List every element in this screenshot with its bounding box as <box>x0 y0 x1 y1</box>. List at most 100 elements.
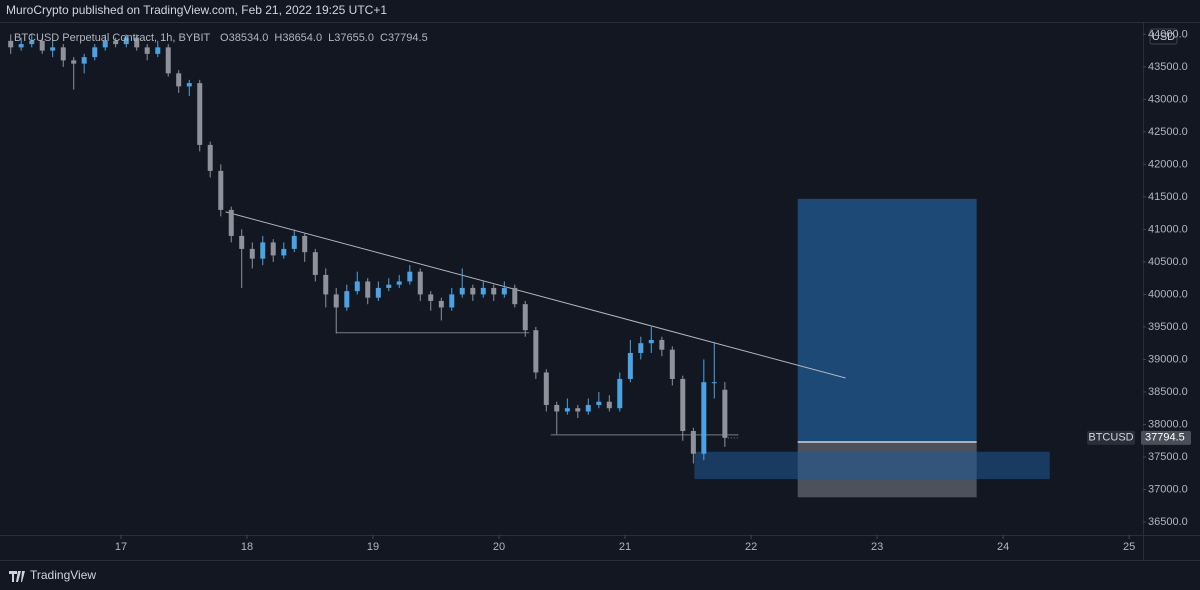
candle-body <box>417 271 423 295</box>
candle-body <box>680 378 686 431</box>
candle-body <box>92 47 98 58</box>
candle-body <box>512 287 518 305</box>
legend-value: 37655.0 <box>334 32 374 44</box>
y-tick-label: 41000.0 <box>1148 223 1188 235</box>
y-tick-label: 36500.0 <box>1148 516 1188 528</box>
y-tick-label: 41500.0 <box>1148 191 1188 203</box>
tv-logo <box>9 571 25 582</box>
x-tick-label: 23 <box>871 541 883 553</box>
candle-body <box>386 284 392 288</box>
candle-body <box>428 294 434 301</box>
y-tick-label: 43000.0 <box>1148 93 1188 105</box>
candle-body <box>711 382 717 384</box>
candle-body <box>501 287 507 295</box>
candle-body <box>491 287 497 295</box>
candle-body <box>365 281 371 298</box>
candle-body <box>81 57 87 64</box>
candle-body <box>459 287 465 295</box>
candle-body <box>239 235 245 249</box>
trendline <box>225 211 846 379</box>
candle-body <box>701 382 707 454</box>
candle-body <box>596 401 602 405</box>
x-tick-label: 24 <box>997 541 1009 553</box>
candle-body <box>312 252 318 275</box>
candle-body <box>617 378 623 409</box>
y-tick-label: 43500.0 <box>1148 61 1188 73</box>
currency-badge[interactable] <box>1149 28 1178 45</box>
candle-body <box>522 304 528 331</box>
candle-body <box>60 47 66 61</box>
x-tick-label: 20 <box>493 541 505 553</box>
plot <box>8 34 1050 498</box>
candle-body <box>659 339 665 350</box>
legend-key: C <box>380 32 388 44</box>
candle-body <box>648 339 654 344</box>
legend-key: L <box>328 32 334 44</box>
candle-body <box>155 47 161 54</box>
candle-body <box>480 287 486 295</box>
price-tag: 37794.5 <box>1145 432 1185 444</box>
candle-body <box>228 209 234 236</box>
symbol-tag-bg <box>1087 430 1135 445</box>
candle-body <box>29 40 35 45</box>
currency-label: USD <box>1152 31 1175 43</box>
legend-value: 38654.0 <box>282 32 322 44</box>
candle-body <box>260 242 266 259</box>
candle-body <box>344 291 350 308</box>
y-tick-label: 39500.0 <box>1148 321 1188 333</box>
legend-key: H <box>274 32 282 44</box>
x-tick-label: 19 <box>367 541 379 553</box>
candle-body <box>564 408 570 412</box>
candle-body <box>218 170 224 210</box>
y-tick-label: 44000.0 <box>1148 28 1188 40</box>
symbol-title: BTCUSD Perpetual Contract, 1h, BYBIT <box>14 32 211 44</box>
candle-body <box>449 294 455 308</box>
candle-body <box>690 430 696 454</box>
y-tick-label: 37500.0 <box>1148 451 1188 463</box>
candle-body <box>50 47 56 51</box>
candle-body <box>186 83 192 87</box>
legend-value: 38534.0 <box>229 32 269 44</box>
symbol-tag: BTCUSD <box>1088 432 1133 444</box>
candle-body <box>113 40 119 45</box>
candle-body <box>585 404 591 412</box>
candle-body <box>396 281 402 285</box>
candle-body <box>606 401 612 409</box>
legend-value: 37794.5 <box>388 32 428 44</box>
candle-body <box>470 287 476 295</box>
candle-body <box>554 404 560 412</box>
demand-zone <box>694 451 1050 480</box>
candle-body <box>165 47 171 74</box>
x-tick-label: 22 <box>745 541 757 553</box>
candle-body <box>249 248 255 259</box>
candle-body <box>291 235 297 249</box>
candle-body <box>134 37 140 48</box>
x-tick-label: 25 <box>1123 541 1135 553</box>
candle-body <box>302 235 308 253</box>
candle-body <box>71 60 77 64</box>
x-tick-label: 18 <box>241 541 253 553</box>
candle-body <box>144 47 150 54</box>
candle-body <box>354 281 360 292</box>
x-tick-label: 17 <box>115 541 127 553</box>
candle-body <box>669 349 675 379</box>
candle-body <box>722 389 728 438</box>
y-tick-label: 40000.0 <box>1148 288 1188 300</box>
candle-body <box>575 408 581 412</box>
publish-info: MuroCrypto published on TradingView.com,… <box>6 3 387 17</box>
logo-mark <box>9 571 25 582</box>
x-tick-label: 21 <box>619 541 631 553</box>
candle-body <box>281 248 287 256</box>
candle-body <box>438 300 444 308</box>
candle-body <box>333 294 339 308</box>
y-tick-label: 42500.0 <box>1148 126 1188 138</box>
y-tick-label: 39000.0 <box>1148 353 1188 365</box>
candle-body <box>207 144 213 171</box>
y-tick-label: 37000.0 <box>1148 483 1188 495</box>
candle-body <box>176 73 182 87</box>
candle-body <box>638 343 644 353</box>
y-tick-label: 40500.0 <box>1148 256 1188 268</box>
candle-body <box>18 44 24 48</box>
